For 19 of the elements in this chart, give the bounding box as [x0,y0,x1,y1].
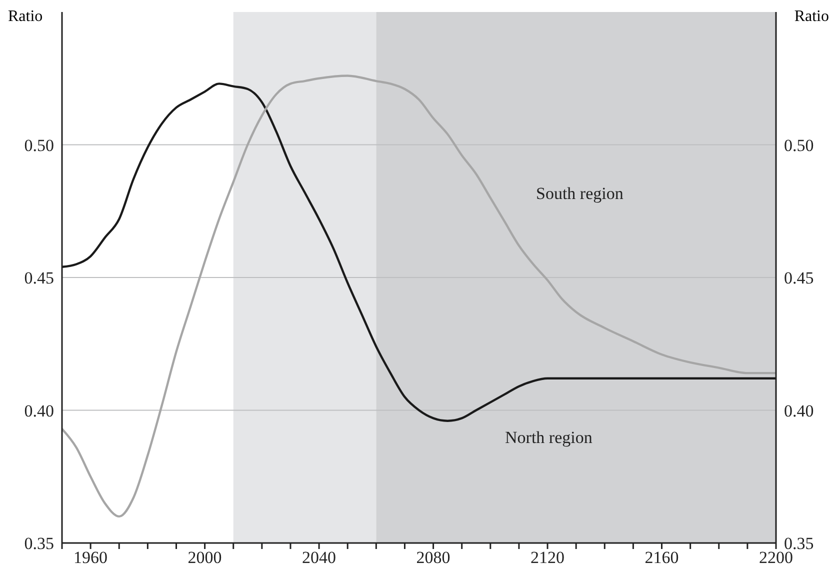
x-tick-label: 2120 [530,548,565,568]
y-axis-title: Ratio [8,8,43,26]
text: South region [536,184,624,204]
x-tick-label: 2080 [416,548,450,568]
y2-tick-label: 0.50 [784,136,814,155]
x-tick-label: 2200 [759,548,793,568]
series-label: North region [505,428,592,448]
x-tick-label: 2040 [302,548,336,568]
x-tick-label: 1960 [74,548,108,568]
x-tick-label: 2000 [188,548,222,568]
y2-tick-label: 0.40 [784,401,814,420]
y-tick-label: 0.50 [24,136,54,155]
y-tick-label: 0.40 [24,401,54,420]
x-tick-label: 2160 [644,548,679,568]
y-tick-label: 0.35 [24,534,54,554]
y2-tick-label: 0.45 [784,268,814,288]
y2-axis-title: Ratio [794,8,829,26]
y-tick-label: 0.45 [24,268,54,288]
line-series [62,74,776,518]
